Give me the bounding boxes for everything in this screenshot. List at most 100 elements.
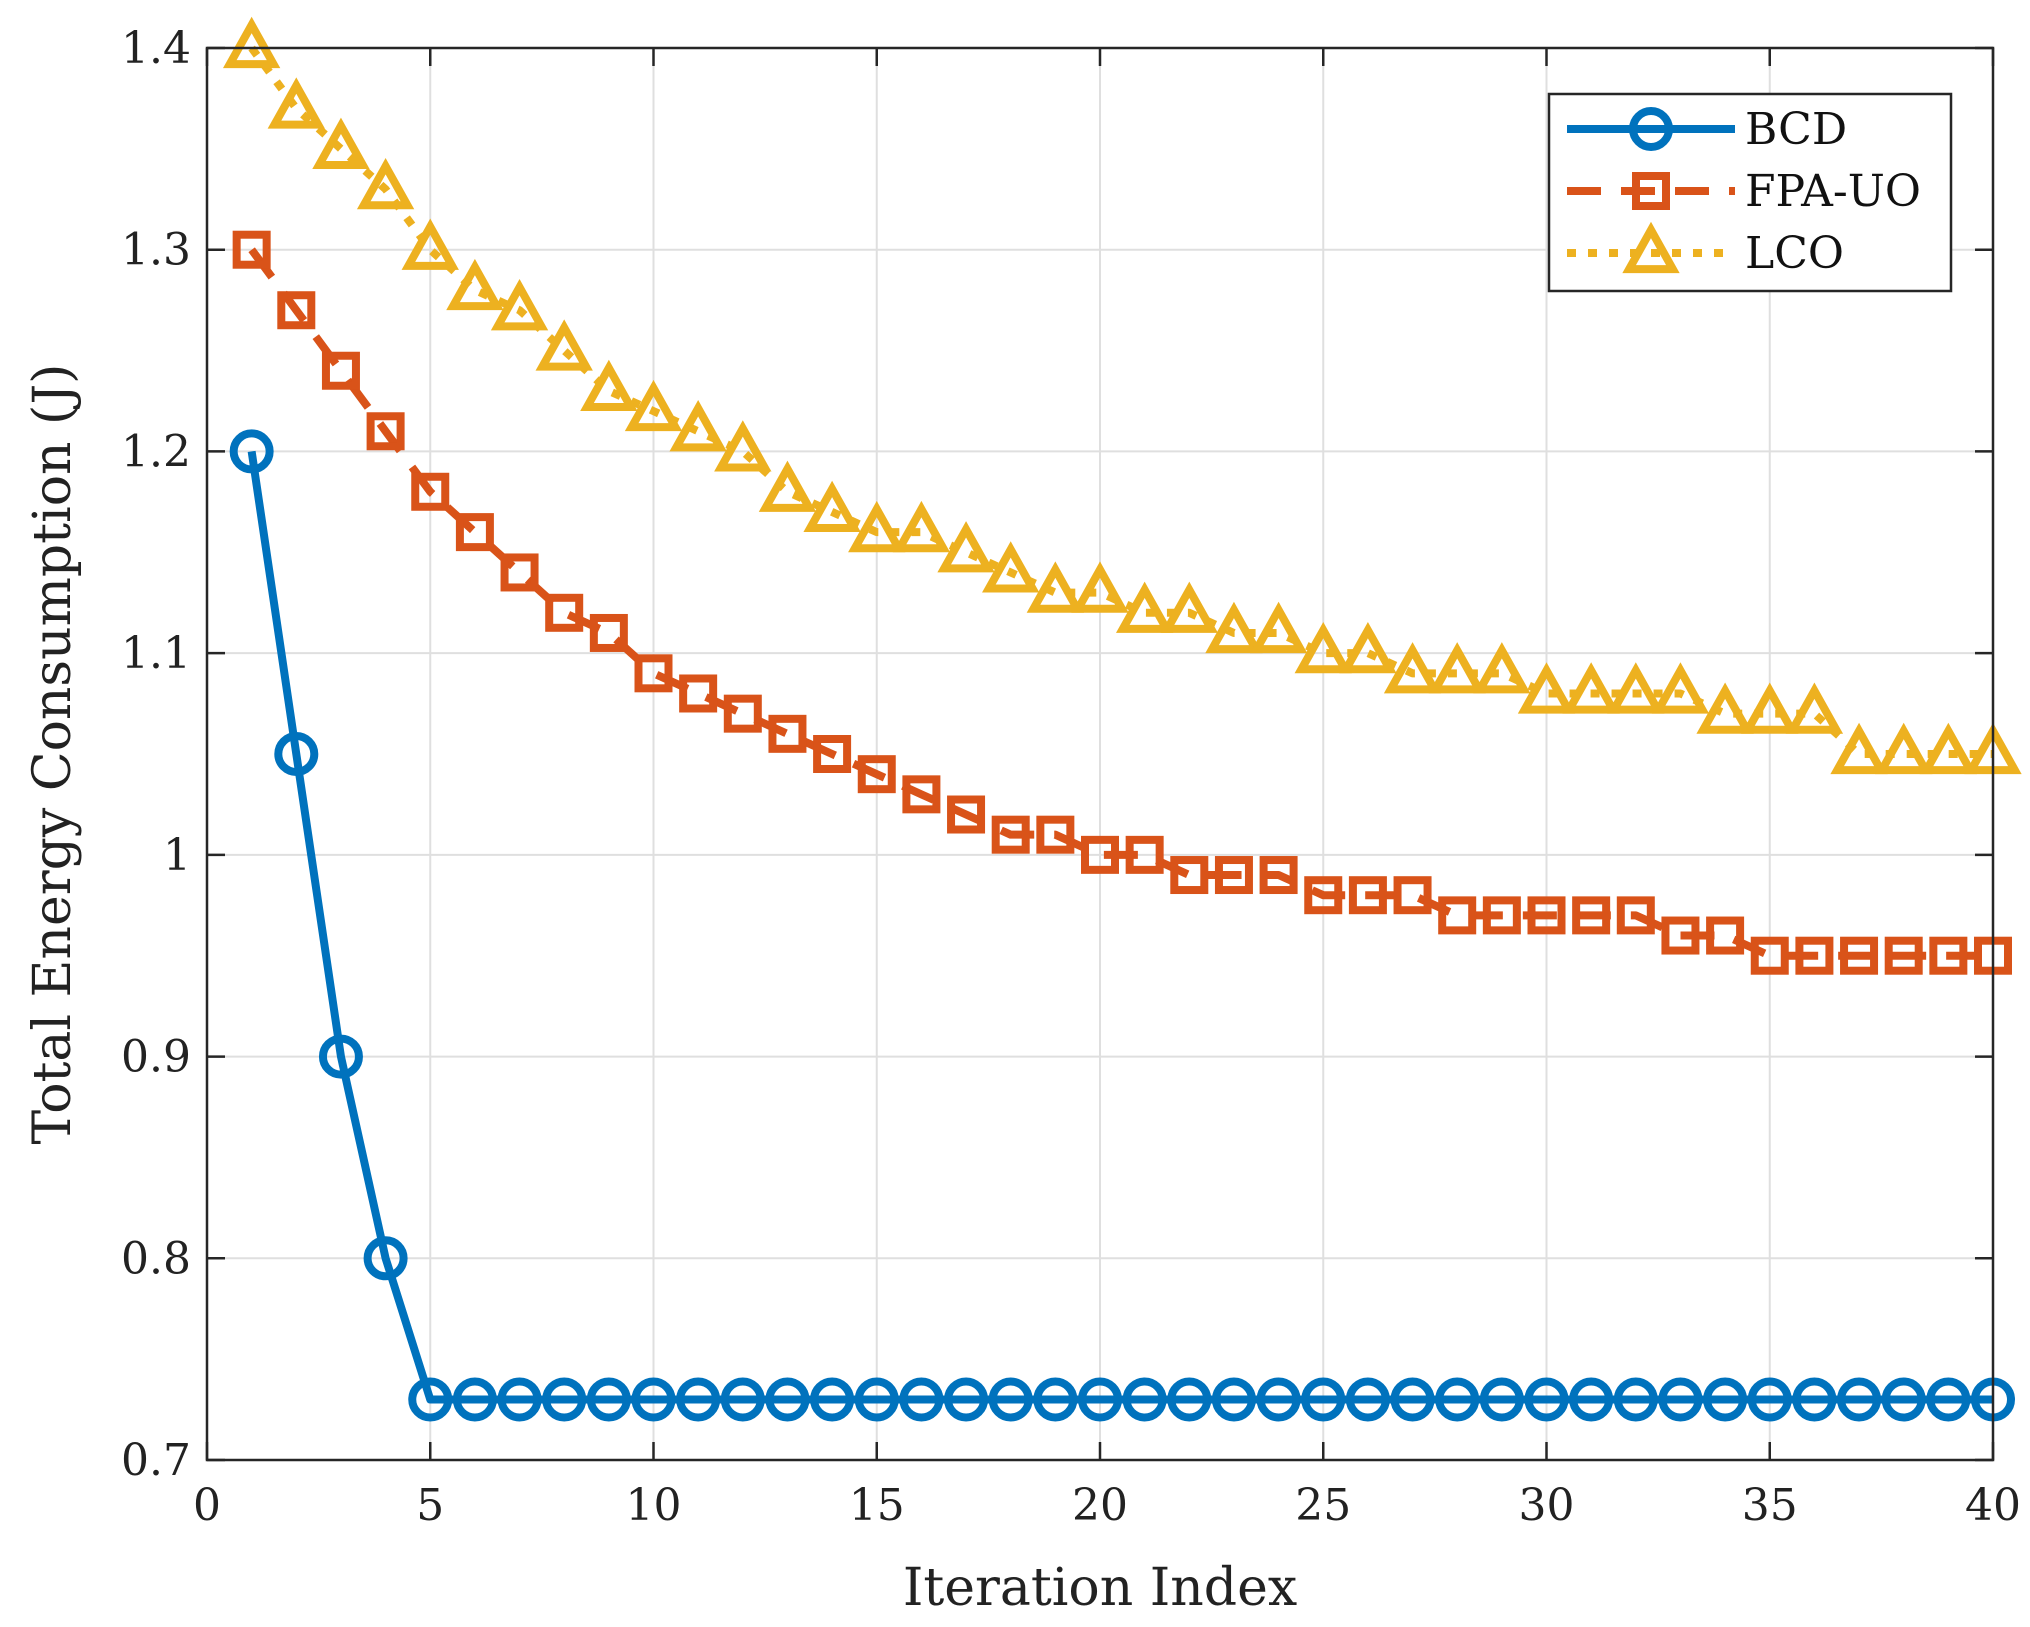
data-point-bcd: [1211, 1377, 1256, 1422]
legend-label: BCD: [1745, 104, 1847, 155]
data-point-fpa-uo: [1036, 815, 1075, 854]
data-point-fpa-uo: [902, 775, 941, 814]
data-point-fpa-uo: [1840, 936, 1879, 975]
data-point-fpa-uo: [455, 513, 494, 552]
series-fpa-uo: [232, 230, 2012, 975]
data-point-lco: [401, 218, 459, 270]
data-point-bcd: [1033, 1377, 1078, 1422]
data-point-fpa-uo: [1214, 856, 1253, 895]
x-tick-label: 25: [1295, 1480, 1351, 1531]
data-point-fpa-uo: [1616, 896, 1655, 935]
y-tick-label: 1: [163, 830, 191, 881]
data-point-fpa-uo: [1929, 936, 1968, 975]
data-point-lco: [1294, 621, 1352, 674]
data-point-lco: [1026, 561, 1085, 613]
data-point-lco: [848, 500, 906, 553]
data-point-lco: [490, 279, 549, 331]
data-point-fpa-uo: [768, 714, 807, 753]
data-point-lco: [803, 480, 861, 533]
data-point-lco: [535, 319, 593, 371]
series-line-fpa-uo: [248, 247, 1993, 960]
data-point-lco: [669, 400, 727, 452]
data-point-lco: [758, 460, 817, 512]
x-tick-label: 5: [416, 1480, 444, 1531]
data-point-bcd: [1301, 1377, 1346, 1422]
legend-entry-fpa-uo: FPA-UO: [1567, 166, 1921, 217]
data-point-fpa-uo: [1527, 896, 1566, 935]
data-point-fpa-uo: [500, 553, 539, 592]
x-tick-label: 30: [1519, 1480, 1575, 1531]
legend: BCD FPA-UO LCO: [1547, 92, 1953, 293]
data-point-bcd: [229, 429, 274, 474]
data-point-bcd: [988, 1377, 1033, 1422]
data-point-bcd: [1479, 1377, 1524, 1422]
data-point-lco: [1473, 642, 1531, 694]
data-point-bcd: [1078, 1377, 1122, 1422]
data-point-bcd: [1926, 1377, 1971, 1422]
data-point-bcd: [1167, 1377, 1212, 1422]
legend-entry-bcd: BCD: [1567, 104, 1847, 155]
x-tick-label: 35: [1742, 1480, 1798, 1531]
data-point-fpa-uo: [1750, 936, 1789, 975]
data-point-fpa-uo: [411, 472, 450, 511]
data-point-bcd: [497, 1377, 542, 1422]
data-point-bcd: [720, 1377, 765, 1422]
x-tick-label: 40: [1965, 1480, 2021, 1531]
data-point-lco: [1651, 662, 1710, 714]
data-point-bcd: [1837, 1377, 1882, 1422]
data-point-lco: [1517, 662, 1576, 714]
data-point-bcd: [676, 1377, 721, 1422]
data-point-bcd: [1613, 1377, 1658, 1422]
data-point-fpa-uo: [723, 694, 762, 733]
data-point-lco: [1205, 601, 1263, 654]
data-point-fpa-uo: [1170, 856, 1209, 895]
data-point-bcd: [408, 1377, 453, 1422]
data-point-bcd: [1658, 1377, 1703, 1422]
series-bcd: [229, 429, 2015, 1422]
data-point-lco: [714, 420, 772, 472]
data-point-fpa-uo: [857, 755, 896, 794]
data-point-fpa-uo: [947, 795, 986, 834]
data-point-lco: [1428, 642, 1486, 694]
data-point-lco: [1160, 581, 1218, 633]
data-point-fpa-uo: [813, 735, 852, 773]
data-point-lco: [1785, 682, 1844, 734]
data-point-fpa-uo: [1706, 916, 1745, 955]
data-point-bcd: [1435, 1377, 1480, 1422]
data-point-bcd: [1122, 1377, 1167, 1422]
ticks: [205, 46, 1995, 1462]
data-point-lco: [356, 158, 415, 210]
data-point-bcd: [1345, 1377, 1390, 1422]
data-point-fpa-uo: [1125, 835, 1164, 874]
tick-labels: 0 5 10 15 20 25 30 35 40 0.7 0.8 0.9 1 1.1 1.2 1.3 1.4: [121, 23, 2021, 1531]
series-lco: [222, 16, 2022, 775]
data-point-bcd: [452, 1377, 497, 1422]
data-point-fpa-uo: [679, 674, 718, 713]
data-point-fpa-uo: [1795, 936, 1834, 975]
data-point-bcd: [1703, 1377, 1748, 1422]
data-point-lco: [892, 500, 951, 553]
series-layer: [222, 16, 2022, 1422]
data-point-fpa-uo: [1081, 835, 1119, 874]
data-point-fpa-uo: [589, 613, 628, 652]
data-point-fpa-uo: [545, 593, 584, 632]
data-point-fpa-uo: [991, 815, 1030, 854]
data-point-fpa-uo: [232, 230, 271, 269]
y-tick-label: 1.1: [121, 628, 191, 679]
data-point-fpa-uo: [1259, 856, 1298, 895]
data-point-fpa-uo: [1393, 876, 1432, 915]
data-point-lco: [982, 541, 1040, 593]
data-point-lco: [312, 117, 370, 169]
data-point-bcd: [944, 1377, 989, 1422]
data-point-lco: [1249, 601, 1308, 654]
data-point-lco: [1919, 722, 1978, 775]
legend-marker-circle: [1629, 107, 1673, 151]
data-point-lco: [1875, 722, 1933, 775]
y-tick-label: 0.7: [121, 1435, 191, 1486]
data-point-lco: [222, 16, 281, 69]
data-point-fpa-uo: [1348, 876, 1387, 915]
data-point-bcd: [631, 1377, 676, 1422]
legend-entry-lco: LCO: [1567, 221, 1844, 279]
data-point-bcd: [854, 1377, 899, 1422]
